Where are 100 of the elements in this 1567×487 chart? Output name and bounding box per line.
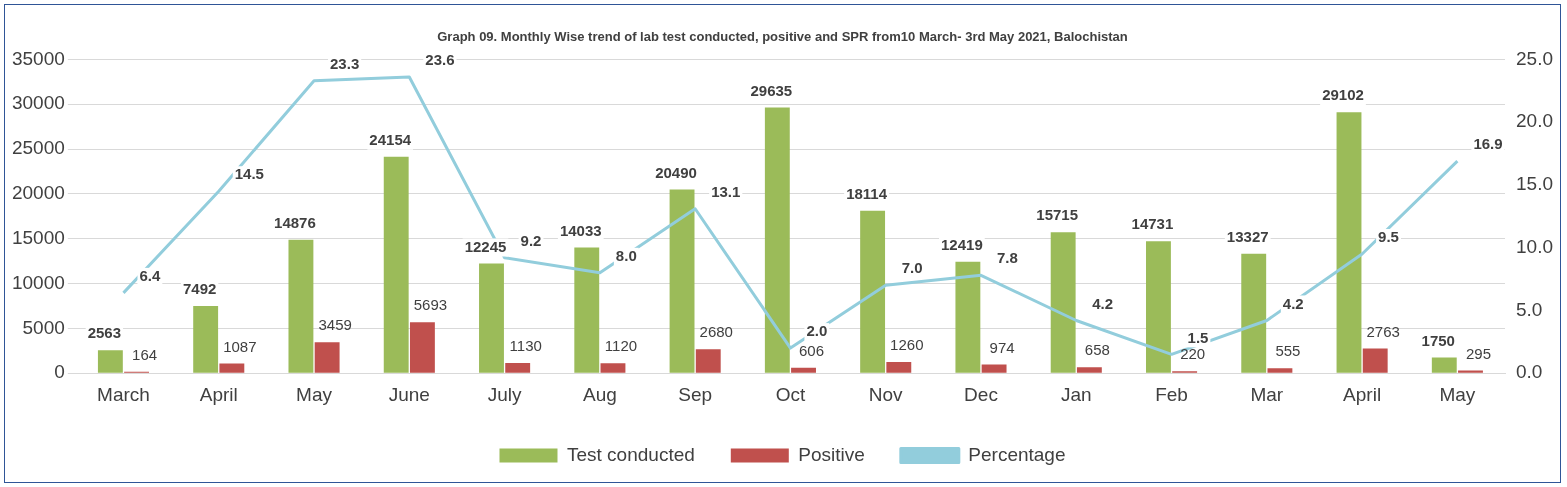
bar <box>600 363 626 373</box>
data-label: 14033 <box>559 221 602 239</box>
bar <box>695 349 721 373</box>
y-tick-label: 20000 <box>11 182 65 204</box>
bar <box>1267 368 1293 373</box>
data-label: 8.0 <box>615 246 637 264</box>
data-label: 20490 <box>655 163 697 181</box>
bar <box>1336 112 1362 373</box>
y2-tick-label: 25.0 <box>1516 47 1553 69</box>
data-label: 15715 <box>1036 206 1079 224</box>
bar <box>955 261 981 373</box>
y2-tick-label: 20.0 <box>1516 110 1553 132</box>
data-label: 9.5 <box>1378 228 1399 246</box>
x-tick-label: Oct <box>775 383 806 405</box>
data-label: 606 <box>799 341 825 359</box>
x-tick-label: May <box>296 383 333 405</box>
bar <box>1146 241 1171 373</box>
bar <box>288 239 314 373</box>
bar <box>886 361 912 373</box>
data-label: 295 <box>1465 344 1491 362</box>
data-label: 12245 <box>464 237 507 255</box>
bar <box>409 322 435 373</box>
data-label: 14876 <box>274 213 316 231</box>
bar <box>219 363 245 373</box>
legend-label: Positive <box>798 443 865 465</box>
data-label: 23.3 <box>330 54 360 72</box>
data-label: 1120 <box>604 337 638 355</box>
y-tick-label: 5000 <box>22 316 65 338</box>
y2-tick-label: 10.0 <box>1516 235 1553 257</box>
y2-tick-label: 5.0 <box>1516 298 1543 320</box>
bar <box>981 364 1007 373</box>
bar <box>1362 348 1388 373</box>
bar <box>669 189 695 373</box>
y-tick-label: 35000 <box>11 47 65 69</box>
x-tick-label: Mar <box>1250 383 1284 405</box>
bar <box>860 210 886 373</box>
data-label: 7.8 <box>996 249 1018 267</box>
data-label: 2763 <box>1366 322 1400 340</box>
data-label: 13327 <box>1226 227 1269 245</box>
data-label: 29635 <box>750 81 793 99</box>
data-label: 23.6 <box>425 51 455 69</box>
bar <box>1241 253 1267 373</box>
y-tick-label: 10000 <box>11 271 65 293</box>
data-label: 2.0 <box>806 322 828 340</box>
x-tick-label: June <box>388 383 430 405</box>
chart-title: Graph 09. Monthly Wise trend of lab test conducted, positive and SPR from10 March- 3rd May 2021, Balochistan <box>436 29 1129 44</box>
data-label: 974 <box>989 338 1015 356</box>
data-label: 164 <box>132 345 158 363</box>
x-tick-label: Feb <box>1155 383 1188 405</box>
bar <box>1431 357 1457 373</box>
data-label: 16.9 <box>1473 135 1503 153</box>
data-label: 658 <box>1084 341 1110 359</box>
y-tick-label: 15000 <box>11 226 65 248</box>
x-tick-label: April <box>1343 383 1382 405</box>
bar <box>193 306 219 373</box>
x-tick-label: May <box>1439 383 1476 405</box>
data-label: 24154 <box>369 130 412 148</box>
y-tick-label: 25000 <box>11 137 65 159</box>
y-tick-label: 30000 <box>11 92 65 114</box>
data-label: 1260 <box>890 336 924 354</box>
data-label: 29102 <box>1322 86 1364 104</box>
x-tick-label: April <box>199 383 238 405</box>
bar <box>1050 232 1076 373</box>
data-label: 7.0 <box>901 259 923 277</box>
x-tick-label: Jan <box>1060 383 1092 405</box>
x-tick-label: March <box>97 383 150 405</box>
y2-tick-label: 0.0 <box>1516 361 1543 383</box>
y-tick-label: 0 <box>54 361 65 383</box>
legend-label: Percentage <box>968 443 1066 465</box>
bar <box>314 342 340 373</box>
bar <box>479 263 504 373</box>
bar <box>1458 370 1483 373</box>
data-label: 4.2 <box>1092 294 1114 312</box>
data-label: 4.2 <box>1282 294 1304 312</box>
data-label: 2563 <box>87 324 122 342</box>
data-label: 1130 <box>509 337 542 355</box>
data-label: 1.5 <box>1187 328 1209 346</box>
x-tick-label: Aug <box>582 383 617 405</box>
bar <box>383 156 409 373</box>
bar <box>791 367 816 373</box>
x-tick-label: July <box>487 383 522 405</box>
data-label: 2680 <box>699 323 733 341</box>
data-label: 555 <box>1275 342 1301 360</box>
bar <box>574 247 600 373</box>
legend-label: Test conducted <box>566 443 695 465</box>
x-tick-label: Sep <box>678 383 713 405</box>
data-label: 9.2 <box>520 231 542 249</box>
data-label: 13.1 <box>711 182 741 200</box>
data-label: 7492 <box>182 280 217 298</box>
data-label: 6.4 <box>139 267 161 285</box>
x-tick-label: Nov <box>868 383 904 405</box>
bar <box>1076 367 1102 373</box>
data-label: 18114 <box>846 184 888 202</box>
data-label: 220 <box>1180 345 1206 363</box>
bar <box>505 363 531 373</box>
data-label: 12419 <box>941 236 983 253</box>
data-label: 5693 <box>413 296 448 314</box>
data-label: 1750 <box>1421 331 1455 349</box>
bar <box>97 350 123 373</box>
data-label: 14.5 <box>234 165 264 183</box>
